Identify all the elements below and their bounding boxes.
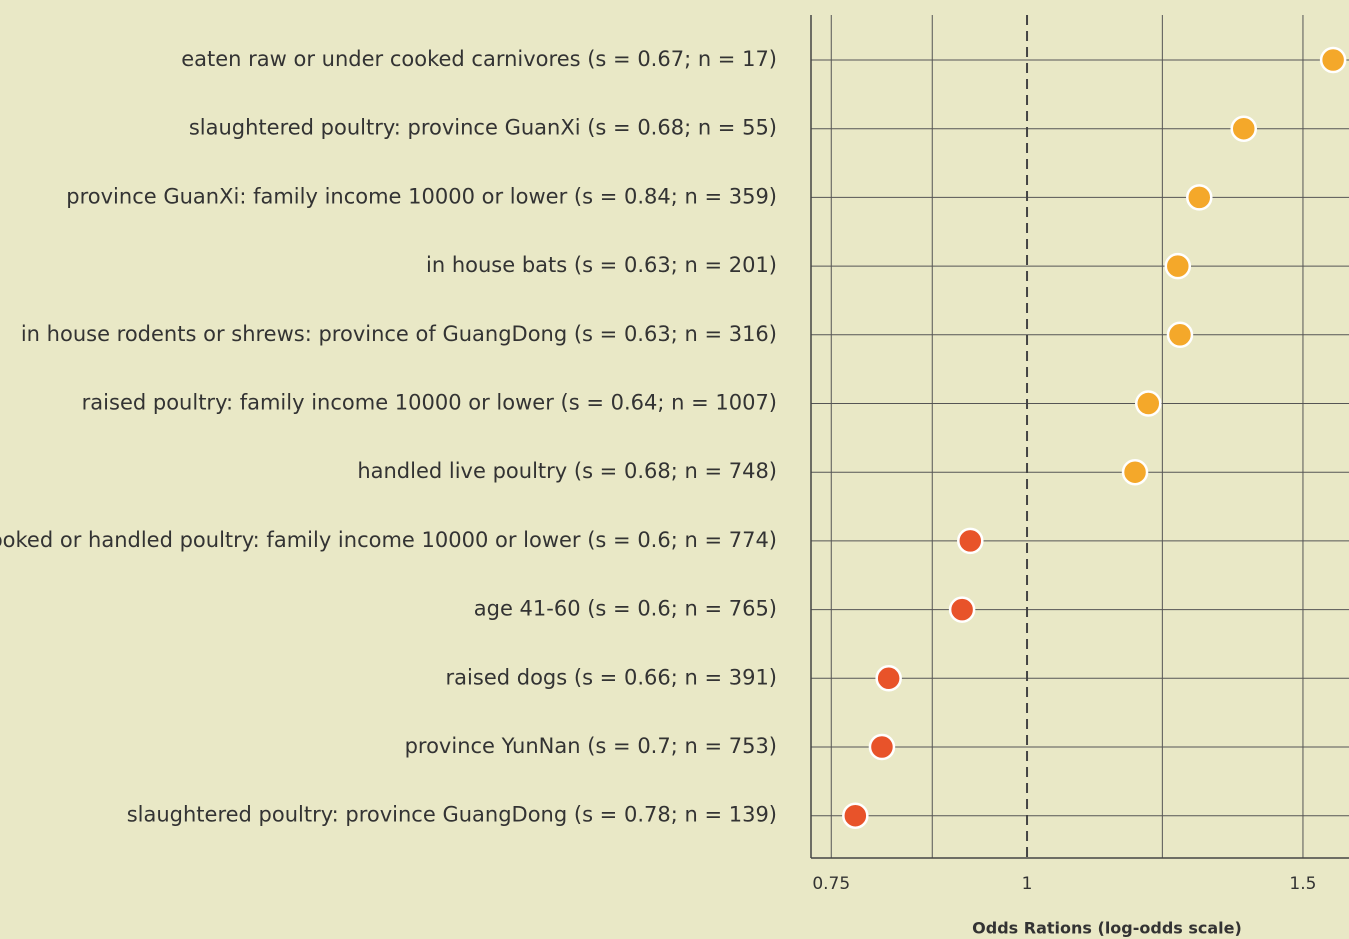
category-label: cooked or handled poultry: family income… — [0, 528, 777, 552]
dot — [1121, 458, 1149, 486]
dot — [1135, 390, 1162, 417]
category-label: slaughtered poultry: province GuangDong … — [127, 803, 777, 827]
dot — [842, 802, 869, 829]
category-label: province GuanXi: family income 10000 or … — [66, 184, 777, 208]
category-label: raised poultry: family income 10000 or l… — [82, 391, 777, 415]
x-tick-label: 1 — [1022, 874, 1033, 894]
category-label: handled live poultry (s = 0.68; n = 748) — [357, 459, 777, 483]
x-tick-label: 1.5 — [1289, 874, 1316, 894]
category-label: in house bats (s = 0.63; n = 201) — [426, 253, 777, 277]
dot — [1164, 252, 1192, 280]
dot — [875, 665, 902, 692]
category-label: in house rodents or shrews: province of … — [21, 322, 777, 346]
dot — [1230, 115, 1257, 142]
dot — [957, 527, 984, 555]
x-tick-label: 0.75 — [812, 874, 850, 894]
category-label: raised dogs (s = 0.66; n = 391) — [446, 665, 777, 689]
category-label: eaten raw or under cooked carnivores (s … — [181, 47, 777, 71]
dot — [948, 596, 976, 623]
dot — [868, 733, 896, 761]
category-label: age 41-60 (s = 0.6; n = 765) — [474, 597, 777, 621]
category-label: slaughtered poultry: province GuanXi (s … — [189, 116, 777, 140]
dot — [1319, 46, 1347, 74]
x-axis-label: Odds Rations (log-odds scale) — [972, 919, 1242, 938]
category-label: province YunNan (s = 0.7; n = 753) — [405, 734, 777, 758]
dot — [1166, 321, 1194, 349]
dot — [1186, 184, 1213, 211]
